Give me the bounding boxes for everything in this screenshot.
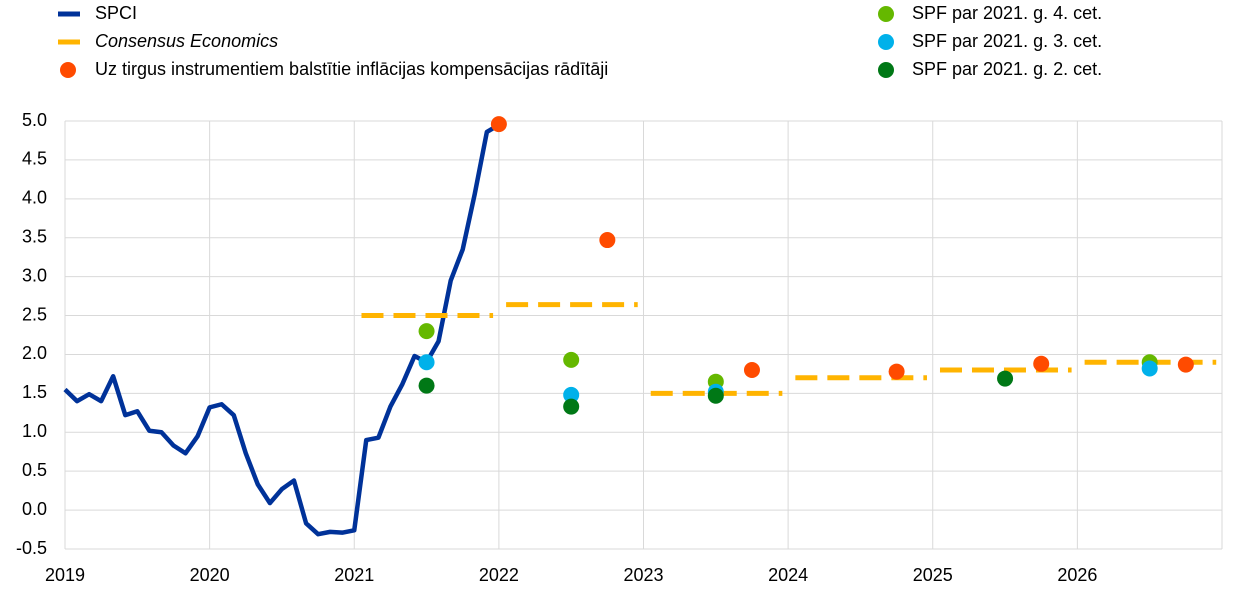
legend-label: SPCI xyxy=(95,3,137,23)
legend-icon xyxy=(878,62,894,78)
x-tick-label: 2026 xyxy=(1057,565,1097,585)
y-tick-label: 3.0 xyxy=(22,265,47,285)
data-point xyxy=(997,370,1014,387)
data-point xyxy=(563,386,580,403)
legend-label: SPF par 2021. g. 2. cet. xyxy=(912,59,1102,79)
legend-icon xyxy=(60,62,76,78)
data-point xyxy=(1033,355,1050,372)
y-tick-label: 3.5 xyxy=(22,226,47,246)
data-point xyxy=(1141,360,1158,377)
legend-label: Consensus Economics xyxy=(95,31,278,51)
x-tick-label: 2020 xyxy=(190,565,230,585)
data-point xyxy=(599,232,616,249)
x-tick-label: 2025 xyxy=(913,565,953,585)
legend-label: SPF par 2021. g. 3. cet. xyxy=(912,31,1102,51)
x-tick-label: 2021 xyxy=(334,565,374,585)
y-tick-label: -0.5 xyxy=(16,538,47,558)
x-tick-label: 2024 xyxy=(768,565,808,585)
data-point xyxy=(743,362,760,379)
legend-label: Uz tirgus instrumentiem balstītie inflāc… xyxy=(95,59,608,79)
y-tick-label: 2.0 xyxy=(22,343,47,363)
data-point xyxy=(563,398,580,415)
y-tick-label: 1.5 xyxy=(22,382,47,402)
y-tick-label: 0.0 xyxy=(22,499,47,519)
y-tick-label: 0.5 xyxy=(22,460,47,480)
x-tick-label: 2023 xyxy=(623,565,663,585)
y-tick-label: 2.5 xyxy=(22,304,47,324)
data-point xyxy=(563,351,580,368)
legend-icon xyxy=(878,34,894,50)
legend-icon xyxy=(878,6,894,22)
data-point xyxy=(490,116,507,133)
data-point xyxy=(888,363,905,380)
x-tick-label: 2022 xyxy=(479,565,519,585)
y-tick-label: 5.0 xyxy=(22,110,47,130)
y-tick-label: 1.0 xyxy=(22,421,47,441)
y-tick-label: 4.0 xyxy=(22,188,47,208)
data-point xyxy=(1177,356,1194,373)
data-point xyxy=(418,323,435,340)
x-tick-label: 2019 xyxy=(45,565,85,585)
data-point xyxy=(707,387,724,404)
data-point xyxy=(418,377,435,394)
legend-label: SPF par 2021. g. 4. cet. xyxy=(912,3,1102,23)
y-tick-label: 4.5 xyxy=(22,149,47,169)
data-point xyxy=(418,354,435,371)
